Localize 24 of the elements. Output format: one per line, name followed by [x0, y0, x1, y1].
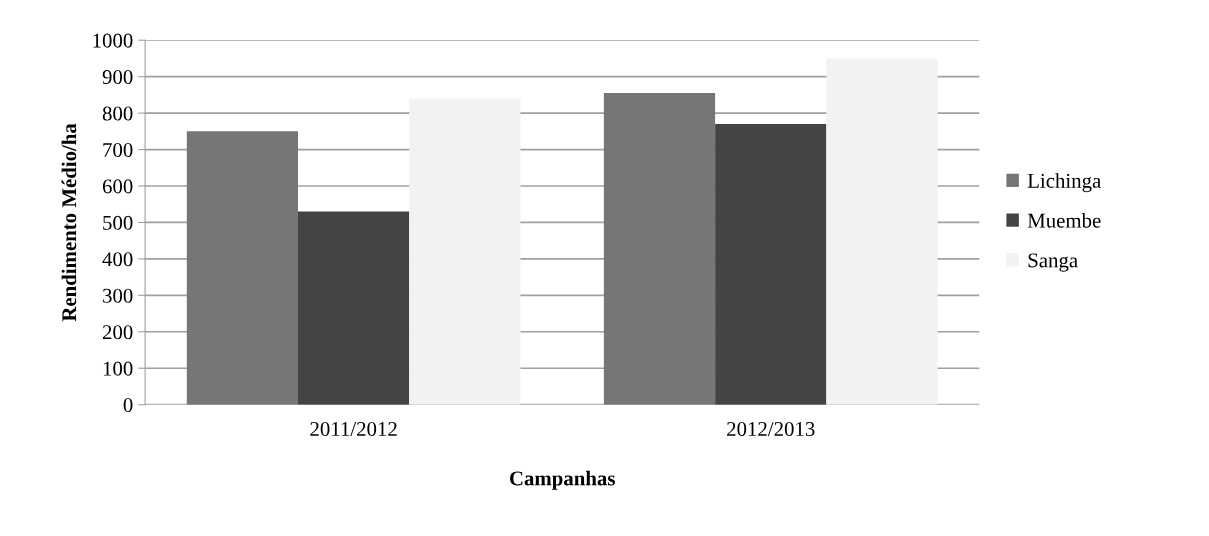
- y-tick-label: 1000: [93, 33, 133, 48]
- legend-label: Muembe: [1027, 212, 1101, 228]
- y-tick-label: 500: [103, 215, 133, 230]
- y-tick-label: 300: [103, 288, 133, 303]
- x-axis-title: Campanhas: [509, 470, 615, 490]
- bar: [715, 124, 827, 405]
- y-tick-label: 700: [103, 142, 133, 157]
- y-tick-label: 800: [102, 106, 133, 121]
- y-tick-label: 200: [102, 325, 133, 340]
- y-tick-label: 100: [103, 361, 133, 376]
- bar: [298, 211, 410, 405]
- x-tick-label: 2012/2013: [727, 421, 815, 437]
- y-tick-label: 400: [102, 252, 133, 267]
- legend-label: Lichinga: [1027, 173, 1101, 193]
- x-tick-label: 2011/2012: [310, 421, 397, 437]
- bar: [603, 93, 716, 405]
- y-tick-label: 0: [123, 398, 133, 413]
- bar: [826, 58, 938, 405]
- bar: [186, 131, 299, 405]
- y-tick-label: 900: [102, 70, 133, 85]
- y-axis-title: Rendimento Médio/ha: [61, 123, 77, 322]
- bar: [409, 98, 521, 405]
- legend-label: Sanga: [1028, 253, 1078, 272]
- y-tick-label: 600: [102, 179, 133, 194]
